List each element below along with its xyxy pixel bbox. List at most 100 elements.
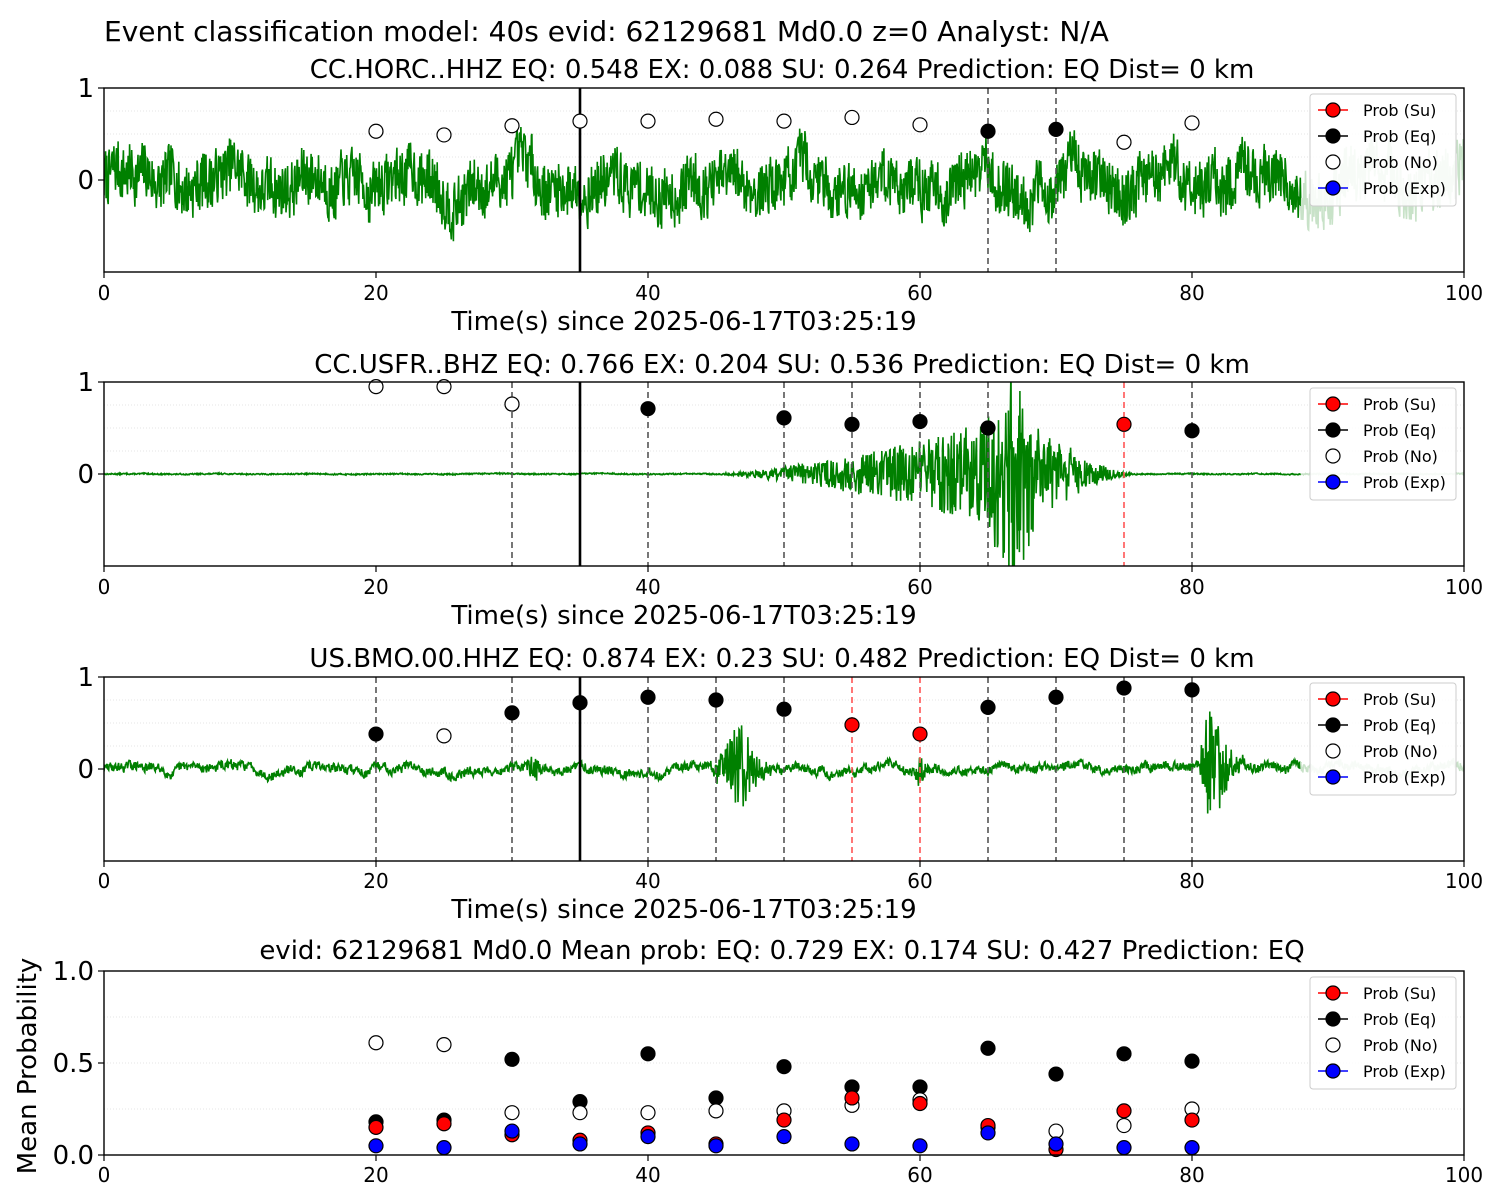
legend-marker-su — [1325, 396, 1341, 412]
legend-marker-su — [1325, 691, 1341, 707]
prob-point-no — [1116, 134, 1132, 150]
prob-point-exp — [844, 1136, 860, 1152]
prob-point-no — [504, 396, 520, 412]
y-tick-label: 1.0 — [53, 957, 94, 987]
legend-entry: Prob (Eq) — [1363, 127, 1436, 146]
legend-box — [1309, 387, 1457, 501]
prob-point-eq — [980, 1040, 996, 1056]
legend-marker-eq — [1325, 1011, 1341, 1027]
waveform-trace — [104, 382, 1302, 566]
x-tick-label: 20 — [363, 281, 388, 305]
legend-entry: Prob (Exp) — [1363, 1062, 1446, 1081]
prob-point-eq — [1048, 1066, 1064, 1082]
prob-point-no — [1116, 1117, 1132, 1134]
prob-point-eq — [1116, 680, 1132, 696]
prob-point-no — [436, 728, 452, 744]
prob-point-su — [912, 1095, 928, 1112]
legend-marker-exp — [1325, 180, 1341, 196]
legend-marker-exp — [1325, 474, 1341, 490]
x-tick-label: 100 — [1445, 869, 1483, 893]
legend-box — [1309, 93, 1457, 207]
prob-point-exp — [572, 1136, 588, 1152]
prob-point-no — [436, 127, 452, 143]
prob-point-su — [844, 1090, 860, 1106]
legend-entry: Prob (Su) — [1363, 395, 1436, 414]
prob-point-eq — [844, 416, 860, 432]
prob-point-eq — [368, 726, 384, 742]
prob-point-eq — [980, 123, 996, 139]
legend-marker-exp — [1325, 1063, 1341, 1079]
prob-point-no — [912, 117, 928, 133]
legend-marker-exp — [1325, 769, 1341, 785]
x-tick-label: 60 — [907, 869, 932, 893]
x-tick-label: 40 — [635, 575, 660, 599]
prob-point-su — [436, 1116, 452, 1132]
legend-entry: Prob (Su) — [1363, 690, 1436, 709]
prob-point-su — [1116, 1103, 1132, 1119]
prob-point-no — [640, 1105, 656, 1121]
x-tick-label: 100 — [1445, 281, 1483, 305]
prob-point-exp — [1184, 1140, 1200, 1156]
x-tick-label: 60 — [907, 1163, 932, 1187]
legend-entry: Prob (Exp) — [1363, 768, 1446, 787]
y-tick-label: 0 — [77, 460, 94, 490]
x-tick-label: 0 — [98, 1163, 111, 1187]
legend: Prob (Su) Prob (Eq) Prob (No) Prob (Exp) — [1309, 387, 1457, 501]
legend-marker-no — [1325, 1037, 1341, 1053]
x-tick-label: 80 — [1179, 1163, 1204, 1187]
prob-point-no — [776, 113, 792, 129]
x-tick-label: 100 — [1445, 1163, 1483, 1187]
legend-entry: Prob (Exp) — [1363, 473, 1446, 492]
x-tick-label: 20 — [363, 575, 388, 599]
legend-entry: Prob (Eq) — [1363, 1010, 1436, 1029]
panel-1: 0 20 40 60 80 100 0 1 CC.HORC..HHZ EQ: 0.548 EX:… — [77, 55, 1483, 337]
legend-marker-no — [1325, 154, 1341, 170]
prob-point-exp — [436, 1140, 452, 1156]
prob-point-exp — [1116, 1140, 1132, 1156]
x-tick-label: 40 — [635, 1163, 660, 1187]
prob-point-no — [1048, 1123, 1064, 1139]
panel-2: 0 20 40 60 80 100 0 1 CC.USFR..BHZ EQ: 0.766 EX:… — [77, 350, 1483, 631]
panel-title: US.BMO.00.HHZ EQ: 0.874 EX: 0.23 SU: 0.4… — [309, 644, 1254, 674]
prob-point-eq — [1116, 1046, 1132, 1062]
y-tick-label: 0.5 — [53, 1049, 94, 1079]
prob-point-eq — [980, 699, 996, 715]
prob-point-no — [640, 113, 656, 129]
prob-point-no — [368, 1035, 384, 1051]
prob-point-su — [776, 1112, 792, 1128]
legend-marker-su — [1325, 102, 1341, 118]
legend-entry: Prob (No) — [1363, 153, 1438, 172]
legend-entry: Prob (Su) — [1363, 101, 1436, 120]
prob-point-eq — [776, 1059, 792, 1075]
prob-point-eq — [640, 689, 656, 705]
x-tick-label: 80 — [1179, 869, 1204, 893]
legend-marker-su — [1325, 985, 1341, 1001]
x-tick-label: 20 — [363, 1163, 388, 1187]
prob-point-no — [572, 113, 588, 129]
x-tick-label: 0 — [98, 869, 111, 893]
y-axis-label: Mean Probability — [13, 958, 43, 1175]
legend-marker-eq — [1325, 717, 1341, 733]
legend-entry: Prob (No) — [1363, 447, 1438, 466]
prob-point-eq — [776, 701, 792, 717]
prob-point-eq — [640, 401, 656, 417]
legend-box — [1309, 682, 1457, 796]
figure-title: Event classification model: 40s evid: 62… — [104, 15, 1109, 48]
y-tick-label: 0 — [77, 755, 94, 785]
prob-point-eq — [708, 692, 724, 708]
prob-point-no — [436, 379, 452, 395]
x-tick-label: 40 — [635, 281, 660, 305]
x-tick-label: 60 — [907, 281, 932, 305]
x-tick-label: 20 — [363, 869, 388, 893]
legend-entry: Prob (Exp) — [1363, 179, 1446, 198]
y-tick-label: 1 — [77, 368, 94, 398]
legend: Prob (Su) Prob (Eq) Prob (No) Prob (Exp) — [1309, 93, 1457, 207]
prob-point-su — [368, 1119, 384, 1136]
panel-4: 0 20 40 60 80 100 0.0 0.5 1.0 evid: 62129681 Md0.… — [13, 936, 1483, 1187]
prob-point-exp — [1048, 1136, 1064, 1152]
x-axis-label: Time(s) since 2025-06-17T03:25:19 — [450, 895, 916, 925]
legend-entry: Prob (No) — [1363, 1036, 1438, 1055]
prob-point-eq — [1048, 121, 1064, 137]
prob-point-no — [708, 1103, 724, 1119]
